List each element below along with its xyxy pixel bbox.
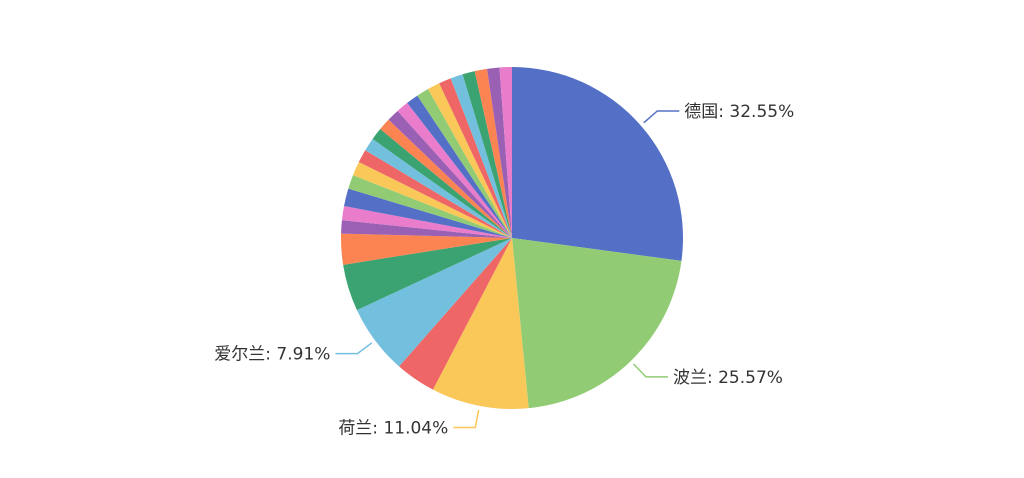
label-leader-line [453, 409, 480, 429]
pie-slice-15[interactable] [380, 119, 512, 238]
pie-slice-5[interactable] [343, 238, 512, 311]
slice-label: 德国: 32.55% [684, 102, 794, 122]
label-leader-line [335, 342, 373, 355]
labels-layer: 德国: 32.55% 波兰: 25.57% 荷兰: 11.04% 爱尔兰: 7.91% [214, 102, 794, 439]
pie-slice-6[interactable] [341, 233, 512, 265]
label-leader-line [643, 110, 680, 124]
pie-slice-13[interactable] [365, 138, 512, 238]
pie-slice-26[interactable] [499, 67, 512, 238]
pie-slice-23[interactable] [462, 71, 512, 238]
pie-slice-10[interactable] [348, 175, 512, 238]
slice-label: 爱尔兰: 7.91% [214, 345, 330, 365]
pie-slice-25[interactable] [487, 67, 512, 238]
slices-layer [341, 67, 683, 409]
pie-slice-24[interactable] [474, 68, 512, 238]
pie-slice-22[interactable] [450, 74, 512, 238]
pie-slice-9[interactable] [344, 188, 512, 238]
pie-slice-17[interactable] [397, 102, 512, 238]
pie-slice-14[interactable] [372, 129, 512, 238]
pie-slice-荷兰[interactable] [432, 238, 529, 409]
pie-slice-16[interactable] [388, 110, 512, 238]
slice-label: 波兰: 25.57% [673, 368, 783, 388]
pie-slice-18[interactable] [407, 95, 512, 238]
label-leader-line [632, 363, 668, 378]
slice-label: 荷兰: 11.04% [338, 418, 448, 438]
pie-slice-8[interactable] [341, 206, 512, 238]
pie-slice-爱尔兰[interactable] [356, 238, 512, 367]
pie-slice-19[interactable] [417, 89, 512, 239]
pie-slice-11[interactable] [352, 162, 512, 238]
pie-slice-德国[interactable] [512, 67, 683, 261]
pie-slice-12[interactable] [358, 150, 512, 238]
pie-slice-3[interactable] [399, 238, 512, 390]
pie-slice-7[interactable] [341, 220, 512, 238]
pie-slice-21[interactable] [439, 78, 512, 238]
pie-slice-20[interactable] [428, 83, 512, 238]
pie-slice-波兰[interactable] [512, 238, 682, 409]
